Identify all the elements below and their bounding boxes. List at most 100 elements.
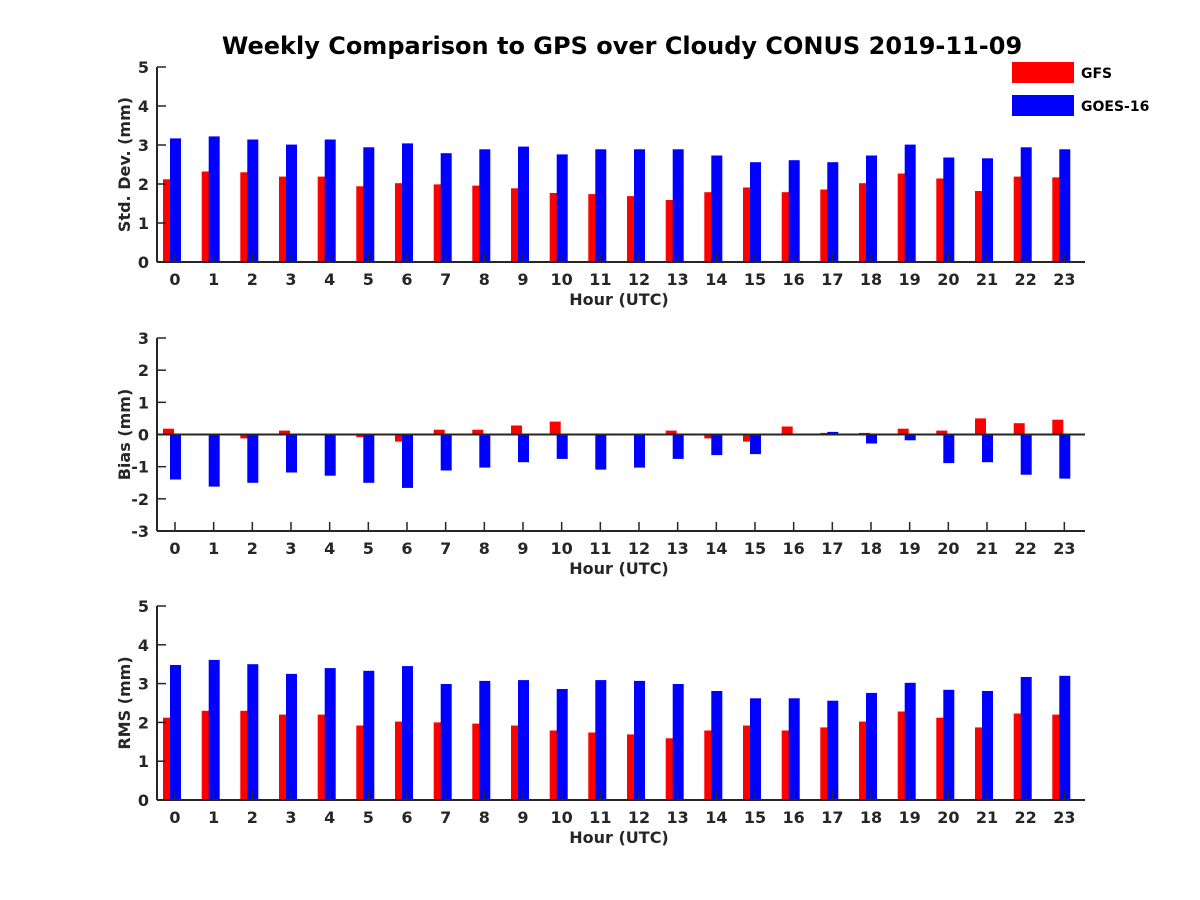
x-tick-label: 3 bbox=[285, 270, 296, 289]
y-tick-label: 3 bbox=[138, 136, 149, 155]
x-tick-label: 19 bbox=[899, 270, 921, 289]
bar-goes16-7 bbox=[440, 153, 452, 262]
bar-gfs-13 bbox=[665, 738, 677, 800]
x-tick-label: 9 bbox=[517, 270, 528, 289]
x-tick-label: 14 bbox=[705, 539, 727, 558]
bar-goes16-10 bbox=[556, 154, 568, 262]
y-tick-label: -1 bbox=[131, 458, 149, 477]
y-tick-label: 4 bbox=[138, 636, 149, 655]
bar-gfs-11 bbox=[588, 732, 600, 800]
bar-goes16-3 bbox=[286, 434, 297, 473]
bar-gfs-2 bbox=[240, 710, 252, 800]
bar-goes16-19 bbox=[904, 434, 916, 441]
bar-gfs-0 bbox=[163, 428, 174, 435]
x-tick-label: 11 bbox=[589, 539, 611, 558]
bar-gfs-4 bbox=[317, 714, 329, 800]
x-tick-label: 18 bbox=[860, 270, 882, 289]
bar-gfs-15 bbox=[743, 725, 754, 800]
x-tick-label: 0 bbox=[169, 808, 180, 827]
x-tick-label: 6 bbox=[401, 808, 412, 827]
bar-goes16-2 bbox=[247, 434, 259, 483]
x-tick-label: 12 bbox=[628, 539, 650, 558]
bar-goes16-17 bbox=[827, 431, 839, 435]
chart-title: Weekly Comparison to GPS over Cloudy CON… bbox=[222, 32, 1022, 60]
bar-goes16-20 bbox=[943, 157, 955, 262]
x-tick-label: 13 bbox=[667, 539, 689, 558]
bar-goes16-6 bbox=[402, 143, 413, 262]
bar-gfs-1 bbox=[201, 171, 213, 262]
bar-gfs-15 bbox=[743, 187, 754, 262]
bar-goes16-7 bbox=[440, 684, 452, 800]
x-tick-label: 17 bbox=[821, 808, 843, 827]
bar-goes16-15 bbox=[750, 698, 761, 800]
bar-goes16-6 bbox=[402, 666, 413, 800]
x-tick-label: 12 bbox=[628, 270, 650, 289]
x-tick-label: 7 bbox=[440, 270, 451, 289]
bar-goes16-9 bbox=[518, 434, 529, 463]
x-tick-label: 1 bbox=[208, 808, 219, 827]
bar-gfs-3 bbox=[279, 714, 290, 800]
x-tick-label: 14 bbox=[705, 808, 727, 827]
x-tick-label: 10 bbox=[551, 270, 573, 289]
x-tick-label: 17 bbox=[821, 270, 843, 289]
x-tick-label: 19 bbox=[899, 539, 921, 558]
bar-gfs-13 bbox=[665, 200, 677, 262]
bar-gfs-5 bbox=[356, 434, 368, 438]
bar-goes16-5 bbox=[363, 434, 375, 483]
y-tick-label: 2 bbox=[138, 361, 149, 380]
bar-gfs-10 bbox=[549, 421, 561, 435]
x-tick-label: 8 bbox=[479, 808, 490, 827]
bar-goes16-20 bbox=[943, 434, 955, 464]
bar-goes16-14 bbox=[711, 155, 723, 262]
bar-gfs-6 bbox=[395, 183, 406, 262]
x-tick-label: 22 bbox=[1015, 808, 1037, 827]
x-tick-label: 0 bbox=[169, 270, 180, 289]
bar-goes16-10 bbox=[556, 689, 568, 800]
x-tick-label: 1 bbox=[208, 270, 219, 289]
bar-goes16-18 bbox=[866, 692, 877, 800]
x-tick-label: 9 bbox=[517, 539, 528, 558]
bar-gfs-23 bbox=[1052, 419, 1064, 435]
y-tick-label: 0 bbox=[138, 253, 149, 272]
bar-goes16-8 bbox=[479, 680, 491, 800]
bar-gfs-22 bbox=[1013, 713, 1025, 800]
x-tick-label: 21 bbox=[976, 539, 998, 558]
bar-goes16-21 bbox=[982, 158, 993, 262]
bar-gfs-10 bbox=[549, 730, 561, 800]
bar-goes16-3 bbox=[286, 673, 297, 800]
bar-gfs-20 bbox=[936, 430, 948, 435]
bar-gfs-9 bbox=[511, 725, 522, 800]
bar-goes16-23 bbox=[1059, 434, 1071, 479]
x-axis-label: Hour (UTC) bbox=[569, 290, 669, 309]
bar-goes16-21 bbox=[982, 434, 993, 463]
x-tick-label: 17 bbox=[821, 539, 843, 558]
bar-gfs-0 bbox=[163, 179, 174, 262]
x-tick-label: 15 bbox=[744, 270, 766, 289]
bar-gfs-20 bbox=[936, 178, 948, 262]
x-tick-label: 15 bbox=[744, 808, 766, 827]
x-tick-label: 10 bbox=[551, 808, 573, 827]
bar-gfs-9 bbox=[511, 425, 522, 435]
bar-goes16-5 bbox=[363, 670, 375, 800]
bar-gfs-6 bbox=[395, 434, 406, 442]
x-tick-label: 14 bbox=[705, 270, 727, 289]
bar-goes16-11 bbox=[595, 149, 607, 262]
y-tick-label: 0 bbox=[138, 791, 149, 810]
bar-goes16-10 bbox=[556, 434, 568, 459]
bar-goes16-19 bbox=[904, 682, 916, 800]
bar-goes16-9 bbox=[518, 146, 529, 262]
x-tick-label: 13 bbox=[667, 808, 689, 827]
y-tick-label: 5 bbox=[138, 597, 149, 616]
bar-gfs-8 bbox=[472, 185, 484, 262]
x-tick-label: 3 bbox=[285, 539, 296, 558]
bar-gfs-3 bbox=[279, 176, 290, 262]
bar-gfs-2 bbox=[240, 434, 252, 439]
bar-gfs-1 bbox=[201, 710, 213, 800]
y-tick-label: 5 bbox=[138, 58, 149, 77]
bar-goes16-18 bbox=[866, 155, 877, 262]
bar-goes16-13 bbox=[672, 434, 684, 459]
bar-goes16-6 bbox=[402, 434, 413, 488]
bar-gfs-22 bbox=[1013, 423, 1025, 435]
